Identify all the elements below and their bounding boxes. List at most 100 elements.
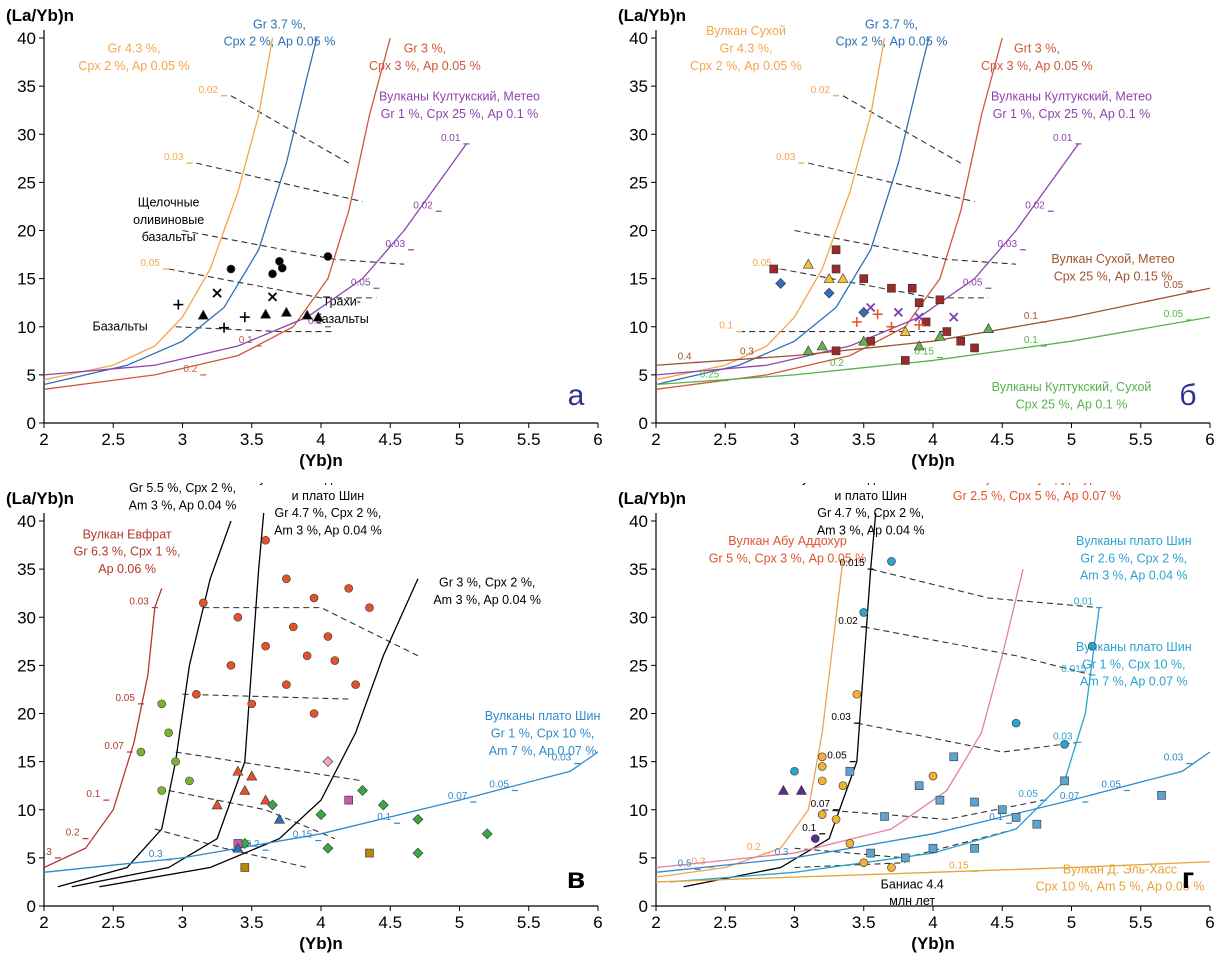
curve-tick-label: 0.2	[66, 828, 80, 839]
data-point-circle	[859, 858, 869, 867]
curve-tick-label: 0.07	[1060, 791, 1080, 802]
annotation-text: Вулкан Абу Аддохур	[978, 483, 1097, 486]
dashed-tie-line	[168, 268, 377, 299]
model-curve	[656, 143, 1079, 376]
curve-tick-label: 0.05	[489, 780, 509, 791]
model-curve	[44, 37, 318, 386]
y-tick-label: 15	[629, 753, 648, 772]
x-tick-label: 2.5	[101, 913, 125, 932]
y-tick-label: 20	[17, 222, 36, 241]
data-point-x	[949, 312, 959, 322]
dashed-tie-line	[182, 229, 405, 265]
data-point-triangle	[982, 323, 994, 333]
data-point-circle	[351, 680, 360, 689]
y-tick-label: 5	[639, 366, 648, 385]
data-point-triangle	[246, 770, 258, 781]
data-point-square	[970, 843, 979, 853]
data-point-diamond	[267, 799, 278, 811]
x-tick-label: 3.5	[852, 913, 876, 932]
data-point-circle	[1087, 641, 1097, 651]
data-point-square	[900, 356, 910, 365]
y-tick-label: 25	[629, 656, 648, 675]
curve-tick-label: 0.3	[740, 347, 754, 358]
data-point-square	[907, 283, 917, 293]
data-point-circle	[247, 699, 257, 709]
annotation-text: Gr 5 %, Срх 3 %, Ap 0.05 %	[709, 551, 867, 565]
data-point-triangle	[280, 306, 292, 317]
y-tick-label: 35	[629, 560, 648, 579]
annotation-text: Вулканы Култукский, Метео	[991, 90, 1152, 104]
curve-tick-label: 0.05	[752, 258, 772, 269]
data-point-circle	[268, 269, 277, 279]
y-tick-label: 0	[639, 414, 648, 433]
data-point-square	[845, 766, 855, 776]
curve-tick-label: 0.015	[840, 558, 865, 569]
dashed-tie-line	[196, 162, 363, 203]
curve-tick-label: 0.15	[949, 860, 969, 871]
dashed-tie-line	[856, 722, 1079, 753]
data-point-triangle	[260, 308, 272, 319]
x-tick-label: 5	[455, 913, 464, 932]
curve-tick-label: 0.03	[386, 239, 406, 250]
curve-tick-label: 0.02	[199, 85, 219, 96]
curve-tick-label: 0.05	[1101, 780, 1121, 791]
plot-content: 0.02 0.03 0.05 0.1 0.01 0.02 0.03 0.05 0.4 0.3 0.1…	[656, 37, 1210, 390]
x-tick-label: 3	[790, 913, 799, 932]
y-tick-label: 10	[17, 801, 36, 820]
data-point-square	[935, 295, 945, 305]
x-tick-label: 2.5	[713, 430, 737, 449]
y-tick-label: 30	[17, 125, 36, 144]
annotation-text: Gr 3 %,	[404, 41, 446, 55]
y-tick-label: 10	[629, 801, 648, 820]
y-tick-label: 10	[17, 318, 36, 337]
x-tick-label: 2	[651, 430, 660, 449]
y-tick-label: 35	[17, 77, 36, 96]
annotation-text: Gr 6.3 %, Срх 1 %,	[74, 545, 181, 559]
annotation-text: Cpx 2 %, Ap 0.05 %	[78, 59, 189, 73]
data-point-x	[267, 292, 278, 302]
annotation-text: Am 3 %, Ap 0.04 %	[817, 523, 925, 537]
curve-tick-label: 0.2	[246, 839, 260, 850]
annotation-text: Gr 3.7 %,	[865, 17, 918, 31]
annotation-text: и плато Шин	[292, 489, 365, 503]
data-point-square	[769, 264, 779, 274]
annotation-text: Grt 3 %,	[1014, 41, 1060, 55]
dashed-tie-line	[168, 789, 336, 840]
data-point-diamond	[322, 842, 334, 854]
data-point-diamond	[412, 813, 424, 825]
y-tick-label: 20	[629, 705, 648, 724]
curve-tick-label: 0.05	[1164, 280, 1184, 291]
data-point-diamond	[322, 756, 334, 768]
x-tick-label: 2	[39, 913, 48, 932]
y-axis-title: (La/Yb)n	[6, 489, 74, 508]
annotation-text: Am 3 %, Ap 0.04 %	[129, 498, 237, 512]
x-tick-label: 2	[39, 430, 48, 449]
model-curve	[44, 588, 163, 869]
y-tick-label: 0	[27, 897, 36, 916]
data-point-square	[831, 245, 841, 255]
data-point-triangle	[777, 784, 789, 795]
data-point-circle	[831, 815, 841, 824]
data-point-square	[859, 274, 869, 283]
data-point-circle	[302, 651, 312, 661]
curve-tick-label: 0.015	[1061, 664, 1086, 675]
data-point-triangle	[301, 309, 313, 320]
annotation-text: Gr 3.7 %,	[253, 17, 306, 31]
data-point-circle	[887, 863, 896, 872]
annotation-text: Gr 2.6 %, Срх 2 %,	[1080, 551, 1187, 565]
data-point-square	[928, 843, 938, 853]
dashed-tie-line	[794, 229, 1017, 265]
annotation-text: Баниас 4.4	[881, 878, 944, 892]
y-tick-label: 40	[629, 512, 648, 531]
data-point-triangle	[232, 842, 244, 853]
dashed-tie-line	[182, 693, 349, 700]
x-tick-label: 4.5	[378, 913, 402, 932]
data-point-square	[831, 264, 841, 274]
y-tick-label: 15	[17, 270, 36, 289]
data-point-square	[880, 812, 889, 821]
data-point-triangle	[239, 784, 251, 795]
y-tick-label: 20	[629, 222, 648, 241]
annotation-text: Gr 4.3 %,	[108, 41, 161, 55]
x-tick-label: 3	[790, 430, 799, 449]
annotation-text: Срх 3 %, Ap 0.05 %	[981, 59, 1093, 73]
